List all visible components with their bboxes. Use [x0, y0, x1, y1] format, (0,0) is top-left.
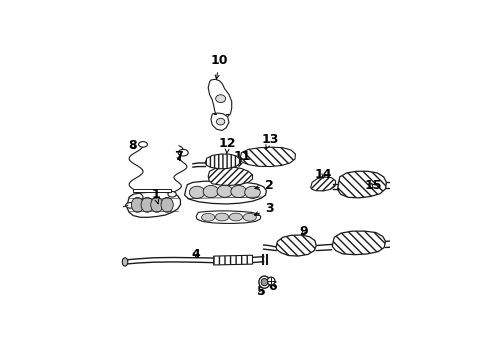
Ellipse shape [178, 149, 188, 156]
Text: 6: 6 [269, 280, 277, 293]
Polygon shape [127, 192, 180, 217]
Ellipse shape [216, 213, 229, 221]
Polygon shape [211, 113, 229, 131]
Text: 3: 3 [255, 202, 273, 216]
Polygon shape [214, 255, 252, 265]
Ellipse shape [243, 213, 256, 221]
Ellipse shape [131, 197, 144, 212]
Polygon shape [208, 79, 232, 120]
Ellipse shape [203, 185, 219, 198]
Ellipse shape [245, 186, 260, 198]
Polygon shape [205, 154, 240, 169]
Ellipse shape [229, 213, 243, 221]
Polygon shape [338, 171, 387, 198]
Text: 9: 9 [299, 225, 308, 238]
Ellipse shape [267, 277, 275, 285]
Ellipse shape [168, 192, 176, 197]
Text: 13: 13 [261, 133, 279, 149]
Text: 15: 15 [365, 179, 382, 192]
Ellipse shape [141, 197, 153, 212]
Ellipse shape [151, 197, 163, 212]
Ellipse shape [189, 186, 205, 198]
Ellipse shape [217, 118, 225, 125]
Text: 4: 4 [191, 248, 200, 261]
Ellipse shape [261, 279, 268, 286]
Polygon shape [311, 177, 336, 191]
Polygon shape [332, 231, 386, 255]
Text: 5: 5 [257, 285, 266, 298]
Text: 8: 8 [128, 139, 137, 152]
Ellipse shape [231, 185, 246, 198]
Ellipse shape [139, 141, 147, 147]
Text: 7: 7 [174, 149, 183, 162]
Polygon shape [196, 211, 261, 223]
Text: 14: 14 [315, 168, 333, 181]
Polygon shape [208, 167, 252, 185]
Text: 2: 2 [255, 179, 273, 192]
Ellipse shape [125, 203, 136, 208]
Text: 1: 1 [151, 188, 160, 204]
Ellipse shape [161, 197, 173, 212]
Text: 10: 10 [211, 54, 228, 79]
Ellipse shape [217, 185, 233, 197]
Polygon shape [185, 181, 267, 204]
Polygon shape [133, 189, 171, 192]
Ellipse shape [259, 276, 270, 288]
Ellipse shape [216, 95, 225, 103]
Text: 11: 11 [234, 150, 251, 166]
Ellipse shape [122, 258, 128, 266]
Text: 12: 12 [219, 137, 236, 153]
Polygon shape [276, 235, 316, 256]
Ellipse shape [201, 213, 215, 221]
Polygon shape [240, 147, 295, 167]
